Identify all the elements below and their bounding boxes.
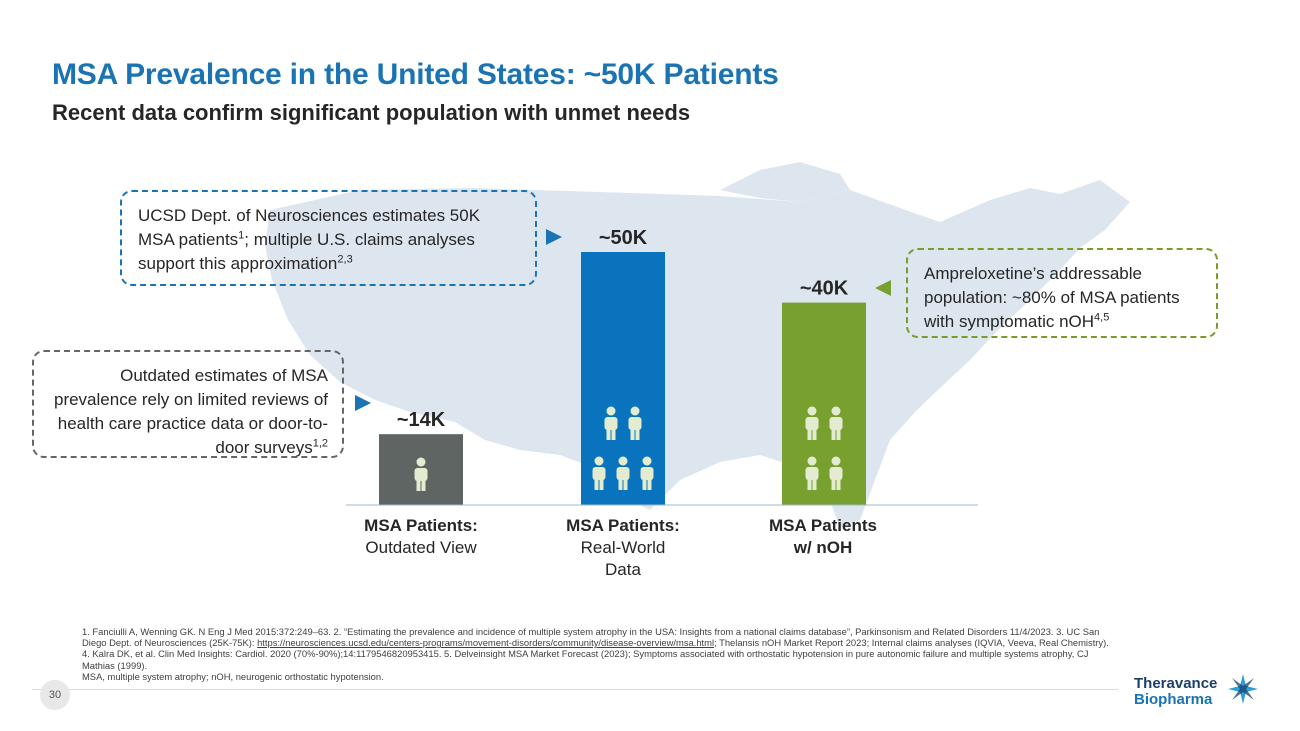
- person-icon: [628, 406, 642, 440]
- pointer-real-world-icon: [546, 229, 562, 245]
- category-outdated-rest: Outdated View: [365, 538, 477, 557]
- category-outdated-bold: MSA Patients:: [364, 516, 478, 535]
- bar-noh: [782, 302, 866, 505]
- logo-line2: Biopharma: [1134, 691, 1213, 708]
- us-map-background: [265, 162, 1130, 528]
- category-label-real-world: MSA Patients: Real-World Data: [533, 515, 713, 581]
- person-icon: [604, 406, 618, 440]
- category-label-outdated: MSA Patients: Outdated View: [331, 515, 511, 559]
- slide-subtitle: Recent data confirm significant populati…: [52, 100, 691, 125]
- logo-line1: Theravance: [1134, 675, 1218, 692]
- person-icon: [592, 456, 606, 490]
- footnote-ucsd-link[interactable]: https://neurosciences.ucsd.edu/centers-p…: [257, 637, 715, 649]
- person-icon: [616, 456, 630, 490]
- person-icon: [805, 456, 819, 490]
- pointer-noh-icon: [875, 280, 891, 296]
- data-label-noh: ~40K: [800, 278, 849, 300]
- company-logo: Theravance Biopharma: [1134, 672, 1264, 712]
- callout-outdated-estimates: Outdated estimates of MSA prevalence rel…: [32, 350, 344, 458]
- category-label-noh: MSA Patients w/ nOH: [733, 515, 913, 559]
- callout-ucsd-text-a: UCSD Dept. of Neurosciences estimates 50…: [138, 206, 481, 249]
- callout-ampre-sup: 4,5: [1094, 311, 1110, 324]
- slide-title: MSA Prevalence in the United States: ~50…: [52, 58, 779, 91]
- page-number: 30: [40, 680, 70, 710]
- person-icon: [829, 456, 843, 490]
- callout-ampreloxetine: Ampreloxetine’s addressable population: …: [906, 248, 1218, 338]
- category-real-world-bold: MSA Patients:: [566, 516, 680, 535]
- callout-ucsd-sup-b: 2,3: [337, 253, 353, 266]
- callout-outdated-sup: 1,2: [312, 437, 328, 450]
- callout-outdated-text: Outdated estimates of MSA prevalence rel…: [53, 366, 328, 457]
- footnotes-part2: ; Thelansis nOH Market Report 2023; Inte…: [82, 637, 1109, 671]
- person-icon: [805, 406, 819, 440]
- category-real-world-rest: Real-World Data: [580, 538, 666, 579]
- callout-ucsd-text-b: ; multiple U.S. claims analyses support …: [138, 230, 475, 273]
- callout-ampre-text: Ampreloxetine’s addressable population: …: [924, 264, 1180, 331]
- footnotes: 1. Fanciulli A, Wenning GK. N Eng J Med …: [82, 626, 1112, 682]
- footnotes-abbreviations: MSA, multiple system atrophy; nOH, neuro…: [82, 670, 384, 682]
- footnotes-part1: 1. Fanciulli A, Wenning GK. N Eng J Med …: [82, 626, 1100, 649]
- category-noh-bold: MSA Patients w/ nOH: [768, 516, 877, 557]
- data-label-real-world: ~50K: [599, 227, 648, 249]
- data-label-outdated: ~14K: [397, 409, 446, 431]
- person-icon: [640, 456, 654, 490]
- star-logo-icon: [1228, 674, 1258, 704]
- footer-divider: [32, 689, 1118, 690]
- person-icon: [829, 406, 843, 440]
- callout-ucsd-estimate: UCSD Dept. of Neurosciences estimates 50…: [120, 190, 537, 286]
- person-icon: [414, 457, 428, 491]
- pointer-outdated-icon: [355, 395, 371, 411]
- callout-ucsd-sup-a: 1: [238, 229, 245, 242]
